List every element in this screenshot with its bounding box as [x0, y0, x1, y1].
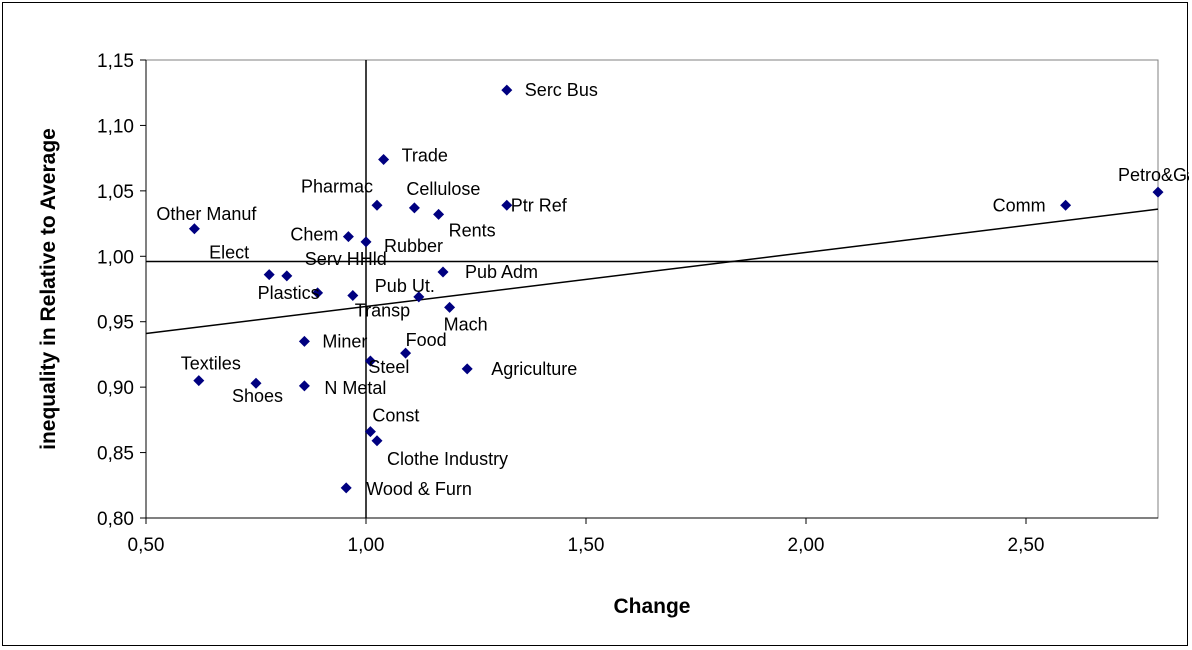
- x-tick-label: 1,50: [568, 535, 605, 556]
- point-label: Chem: [290, 225, 338, 245]
- y-tick-label: 0,90: [97, 378, 134, 399]
- data-point: [340, 482, 352, 494]
- data-point: [501, 199, 513, 211]
- data-point: [193, 375, 205, 387]
- point-label: Agriculture: [491, 359, 577, 379]
- point-label: Other Manuf: [156, 204, 257, 224]
- point-label: Steel: [368, 357, 409, 377]
- scatter-chart: Serc Bus Trade Pharmac Cellulose Ptr Ref Rent…: [37, 51, 1189, 618]
- x-tick-label: 2,00: [788, 535, 825, 556]
- data-point: [347, 290, 359, 302]
- point-label: Rubber: [384, 236, 443, 256]
- x-axis-title: Change: [613, 595, 690, 618]
- trendline: [145, 208, 1159, 335]
- data-point: [342, 231, 354, 243]
- point-label: Elect: [209, 243, 249, 263]
- data-point: [364, 355, 376, 367]
- data-point: [444, 301, 456, 313]
- point-label: Wood & Furn: [366, 479, 472, 499]
- point-label: Food: [406, 330, 447, 350]
- data-point: [364, 426, 376, 438]
- point-label: Petro&Gas: [1118, 165, 1189, 185]
- data-point: [1060, 199, 1072, 211]
- point-label: Pharmac: [301, 176, 373, 196]
- point-label: Transp: [355, 301, 410, 321]
- data-point: [1152, 186, 1164, 198]
- data-point: [371, 435, 383, 447]
- point-label: Pub Ut.: [375, 276, 435, 296]
- trendline-layer: [145, 208, 1159, 335]
- point-label: Comm: [993, 195, 1046, 215]
- data-point: [501, 84, 513, 96]
- x-tick-label: 2,50: [1008, 535, 1045, 556]
- data-point: [298, 380, 310, 392]
- point-label: Rents: [449, 220, 496, 240]
- y-tick-label: 1,05: [97, 182, 134, 203]
- point-label: Serc Bus: [525, 80, 598, 100]
- point-label: Mach: [444, 314, 488, 334]
- y-axis-title: inequality in Relative to Average: [37, 128, 60, 450]
- data-point: [360, 236, 372, 248]
- data-point: [400, 347, 412, 359]
- plot-area: [145, 59, 1159, 519]
- plot-border: [145, 59, 1159, 519]
- point-label: Const: [372, 406, 419, 426]
- data-point: [250, 377, 262, 389]
- data-point: [408, 202, 420, 214]
- point-label: Clothe Industry: [387, 449, 508, 469]
- point-label: Plastics: [258, 283, 320, 303]
- point-label: Trade: [402, 145, 448, 165]
- point-label: Shoes: [232, 386, 283, 406]
- point-labels-layer: Serc Bus Trade Pharmac Cellulose Ptr Ref Rent…: [156, 80, 1189, 499]
- data-point: [437, 266, 449, 278]
- data-point: [433, 208, 445, 220]
- data-point: [281, 270, 293, 282]
- y-tick-label: 1,00: [97, 247, 134, 268]
- point-label: Pub Adm: [465, 262, 538, 282]
- data-point: [188, 223, 200, 235]
- points-layer: [188, 84, 1164, 494]
- data-point: [461, 363, 473, 375]
- y-tick-label: 1,15: [97, 51, 134, 72]
- y-tick-label: 0,85: [97, 444, 134, 465]
- point-label: Ptr Ref: [511, 195, 568, 215]
- data-point: [298, 335, 310, 347]
- point-label: Cellulose: [406, 179, 480, 199]
- point-label: N Metal: [324, 378, 386, 398]
- y-tick-label: 1,10: [97, 116, 134, 137]
- data-point: [371, 199, 383, 211]
- point-label: Textiles: [181, 354, 241, 374]
- data-point: [263, 269, 275, 281]
- y-tick-label: 0,95: [97, 313, 134, 334]
- data-point: [413, 291, 425, 303]
- x-tick-label: 1,00: [348, 535, 385, 556]
- point-label: Serv HHld: [305, 249, 387, 269]
- y-tick-label: 0,80: [97, 509, 134, 530]
- point-label: Miner: [322, 331, 367, 351]
- data-point: [378, 153, 390, 165]
- data-point: [312, 287, 324, 299]
- x-tick-label: 0,50: [128, 535, 165, 556]
- tick-labels-layer: 0,80 0,85 0,90 0,95 1,00 1,05 1,10 1,15 0,50 1,00…: [97, 51, 1044, 556]
